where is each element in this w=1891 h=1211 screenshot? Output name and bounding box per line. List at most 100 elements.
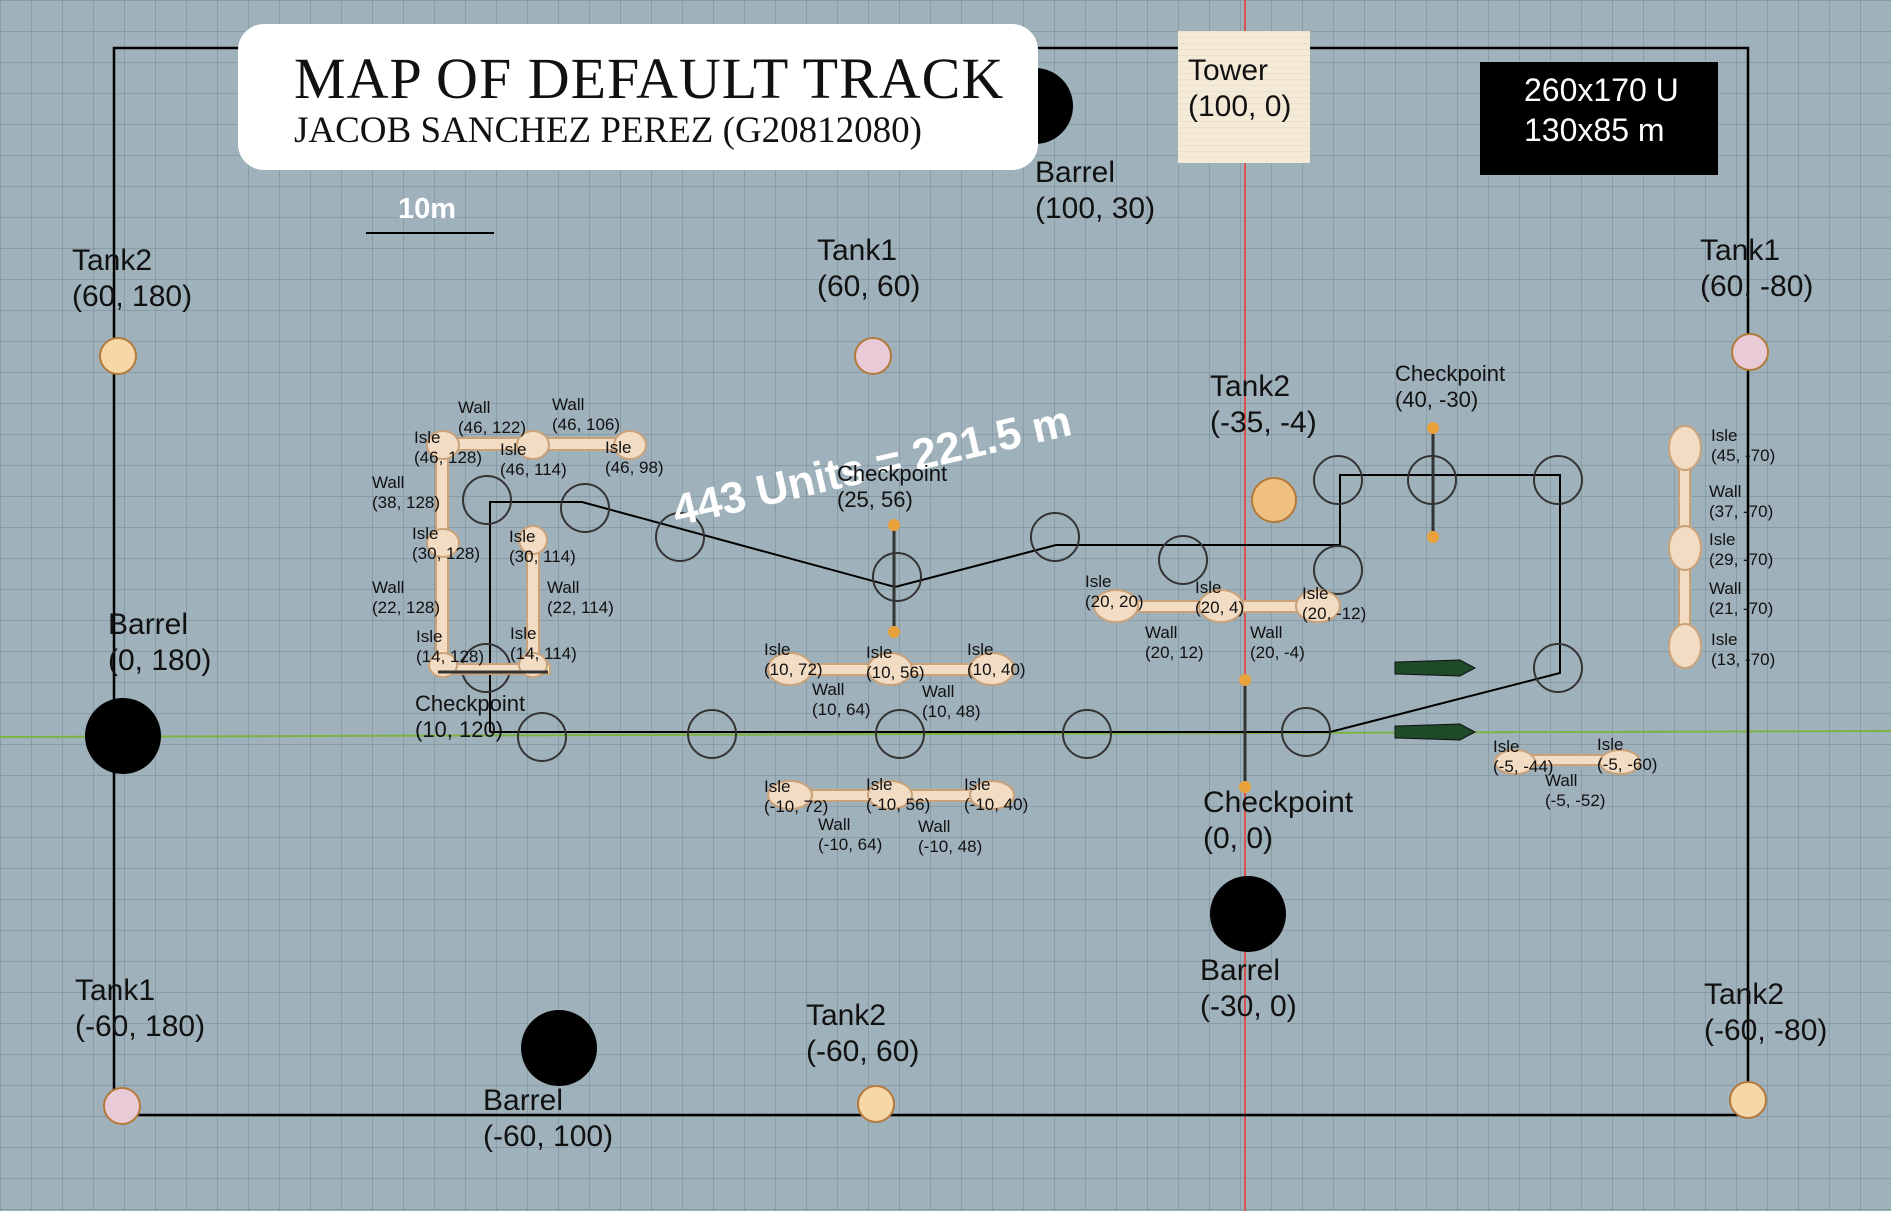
barrel-coord: (-60, 100) [483,1120,614,1153]
wall-coord: (-10, 48) [918,837,983,857]
isle-name: Isle [866,775,893,794]
wall-label: Wall (37, -70) [1709,482,1773,523]
isle-name: Isle [1195,578,1222,597]
tank-label: Tank2 (-35, -4) [1210,369,1317,441]
scale-label: 10m [398,193,457,225]
wall-name: Wall [922,682,955,701]
isle-label: Isle (10, 72) [764,640,823,681]
wall-coord: (38, 128) [372,493,441,513]
isle-name: Isle [416,627,443,646]
checkpoint-coord: (25, 56) [837,487,913,513]
wall-coord: (-5, -52) [1545,791,1606,811]
barrel-coord: (100, 30) [1035,192,1156,225]
wall-label: Wall (20, 12) [1145,623,1204,664]
wall-coord: (21, -70) [1709,599,1774,619]
tank-name: Tank2 [1704,978,1785,1011]
tank-label: Tank2 (-60, -80) [1704,977,1827,1049]
tower-coord: (100, 0) [1188,90,1292,123]
isle-coord: (46, 128) [414,448,483,468]
isle-coord: (14, 114) [510,644,577,664]
tower-name: Tower [1188,54,1269,87]
isle-coord: (20, -12) [1302,604,1367,624]
wall-name: Wall [1709,482,1742,501]
wall-label: Wall (38, 128) [372,473,440,514]
checkpoint-name: Checkpoint [837,461,948,486]
barrel-label: Barrel (100, 30) [1035,155,1155,227]
isle-name: Isle [1711,630,1738,649]
checkpoint-name: Checkpoint [415,691,526,716]
isle-name: Isle [1597,735,1624,754]
isle-coord: (45, -70) [1711,446,1776,466]
isle-coord: (30, 114) [509,547,576,567]
isle-label: Isle (-10, 72) [764,777,828,818]
wall-label: Wall (-10, 64) [818,815,882,856]
isle-name: Isle [764,777,791,796]
tank-coord: (-35, -4) [1210,406,1317,439]
isle-label: Isle (46, 98) [605,438,664,479]
isle-label: Isle (14, 128) [416,627,484,668]
isle-name: Isle [1709,530,1736,549]
dimensions-units: 260x170 U [1524,72,1679,108]
isle-coord: (20, 4) [1195,598,1245,618]
wall-name: Wall [372,473,405,492]
barrel-marker [521,1010,597,1086]
tank-name: Tank1 [817,234,898,267]
wall-coord: (-10, 64) [818,835,883,855]
isle-name: Isle [1711,426,1738,445]
tank-name: Tank2 [1210,370,1291,403]
isle-name: Isle [500,440,527,459]
isle-coord: (-5, -60) [1597,755,1658,775]
barrel-label: Barrel (-60, 100) [483,1083,613,1155]
barrel-coord: (-30, 0) [1200,990,1297,1023]
wall-name: Wall [812,680,845,699]
isle-name: Isle [1493,737,1520,756]
isle-label: Isle (20, 20) [1085,572,1144,613]
checkpoint-label: Checkpoint (0, 0) [1203,785,1353,857]
isle-label: Isle (46, 114) [500,440,567,481]
wall-label: Wall (10, 64) [812,680,871,721]
checkpoint-label: Checkpoint (25, 56) [837,461,947,514]
dimensions-meters: 130x85 m [1524,112,1665,148]
wall-label: Wall (22, 128) [372,578,440,619]
isle-coord: (10, 72) [764,660,823,680]
isle-label: Isle (14, 114) [510,624,577,665]
isle-name: Isle [866,643,893,662]
tank-icons [99,333,1769,1125]
isle-label: Isle (-5, -44) [1493,737,1553,778]
barrel-label: Barrel (-30, 0) [1200,953,1297,1025]
isle-label: Isle (45, -70) [1711,426,1775,467]
map-title: MAP OF DEFAULT TRACK [294,46,1005,111]
checkpoint-name: Checkpoint [1395,361,1506,386]
isle-label: Isle (-10, 40) [964,775,1028,816]
isle-label: Isle (10, 40) [967,640,1026,681]
wall-label: Wall (46, 106) [552,395,620,436]
isle-name: Isle [605,438,632,457]
wall-label: Wall (46, 122) [458,398,526,439]
tank-coord: (60, -80) [1700,270,1814,303]
isle-label: Isle (13, -70) [1711,630,1775,671]
isle-coord: (-10, 56) [866,795,931,815]
wall-name: Wall [547,578,580,597]
tank-label: Tank1 (-60, 180) [75,973,205,1045]
barrel-label: Barrel (0, 180) [108,607,211,679]
isle-name: Isle [414,428,441,447]
isle-label: Isle (-5, -60) [1597,735,1657,776]
wall-coord: (22, 128) [372,598,441,618]
checkpoint-label: Checkpoint (10, 120) [415,691,525,744]
tank-label: Tank2 (-60, 60) [806,998,919,1070]
tank-label: Tank2 (60, 180) [72,243,192,315]
isle-coord: (10, 40) [967,660,1026,680]
wall-coord: (10, 64) [812,700,871,720]
x-axis-line [0,730,1891,738]
wall-coord: (20, -4) [1250,643,1305,663]
wall-coord: (22, 114) [547,598,614,618]
checkpoint-label: Checkpoint (40, -30) [1395,361,1505,414]
dimensions-box: 260x170 U 130x85 m [1480,62,1718,175]
isle-coord: (-10, 72) [764,797,829,817]
isle-label: Isle (20, -12) [1302,584,1366,625]
obstacles-layer [426,425,1702,810]
isle-coord: (13, -70) [1711,650,1776,670]
wall-label: Wall (-10, 48) [918,817,982,858]
vehicle-icons [1394,659,1477,741]
